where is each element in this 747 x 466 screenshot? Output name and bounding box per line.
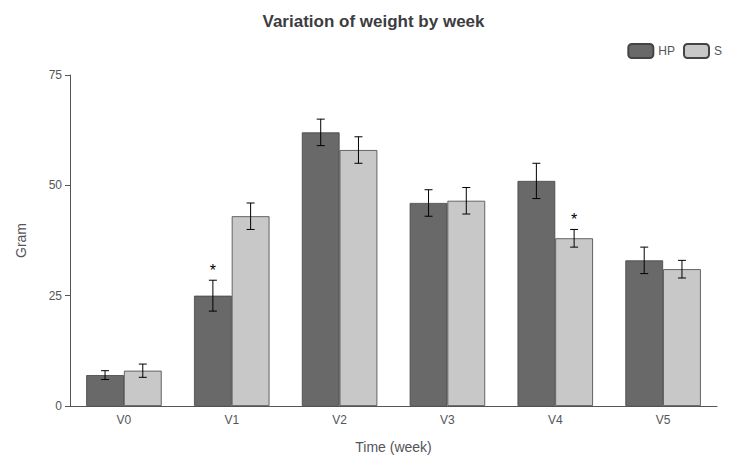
svg-text:25: 25 — [49, 289, 63, 303]
svg-text:V3: V3 — [440, 413, 455, 427]
svg-text:V1: V1 — [224, 413, 239, 427]
svg-text:75: 75 — [49, 68, 63, 82]
svg-text:Gram: Gram — [13, 223, 29, 258]
svg-text:Time (week): Time (week) — [355, 439, 432, 455]
svg-text:*: * — [571, 211, 577, 228]
svg-text:V0: V0 — [117, 413, 132, 427]
svg-text:*: * — [210, 262, 216, 279]
svg-text:V5: V5 — [656, 413, 671, 427]
svg-text:50: 50 — [49, 178, 63, 192]
svg-text:HP: HP — [658, 44, 675, 58]
svg-text:V4: V4 — [548, 413, 563, 427]
svg-text:V2: V2 — [332, 413, 347, 427]
svg-text:Variation of weight by week: Variation of weight by week — [263, 12, 486, 31]
svg-text:S: S — [714, 44, 722, 58]
svg-text:0: 0 — [55, 399, 62, 413]
